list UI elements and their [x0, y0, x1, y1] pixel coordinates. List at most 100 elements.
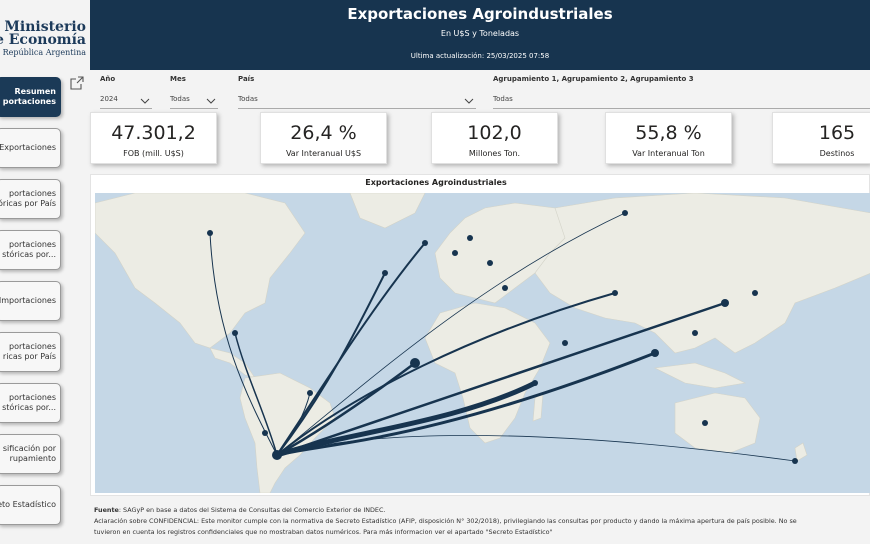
greenland [349, 193, 426, 229]
flow-to-europe-b [276, 242, 426, 456]
flow-to-east-asia [275, 301, 727, 457]
map-title: Exportaciones Agroindustriales [365, 178, 507, 187]
kpi-toneladas-value: 102,0 [467, 122, 522, 144]
destination-point [702, 420, 708, 426]
nav-clasificacion-agrupamiento[interactable]: sificación por rupamiento [0, 434, 61, 474]
kpi-toneladas: 102,0 Millones Ton. [431, 112, 558, 164]
destination-point [651, 349, 659, 357]
destination-point [721, 299, 729, 307]
nav-exportaciones-historicas-pais[interactable]: portaciones tóricas por País [0, 179, 61, 219]
footer-source-label: Fuente [94, 506, 119, 514]
nav-ranking-exportaciones[interactable]: g Exportaciones [0, 128, 61, 168]
page-title: Exportaciones Agroindustriales [347, 5, 613, 23]
nav-secreto-estadistico[interactable]: eto Estadístico [0, 485, 61, 525]
kpi-var-ton: 55,8 % Var Interanual Ton [605, 112, 732, 164]
destination-point [487, 260, 493, 266]
flow-to-oceania [276, 435, 796, 462]
nav-label: g Importaciones [0, 296, 56, 305]
filter-pais-dropdown[interactable]: Todas [238, 95, 476, 109]
logo-line-2: de Economía [0, 32, 86, 48]
destination-point [562, 340, 568, 346]
destination-point [422, 240, 428, 246]
north-america [95, 193, 306, 349]
kpi-var-usd-label: Var Interanual U$S [285, 149, 362, 158]
destination-point [382, 270, 388, 276]
logo-line-3: República Argentina [2, 48, 86, 57]
kpi-destinos: 165 Destinos [772, 112, 870, 164]
kpi-fob-value: 47.301,2 [111, 122, 196, 144]
filter-anio: Año 2024 [100, 75, 152, 109]
nav-label: g Exportaciones [0, 143, 56, 152]
nav-exportaciones-historicas-producto[interactable]: portaciones stóricas por... [0, 230, 61, 270]
flow-to-africa-east [274, 380, 538, 458]
destination-points [207, 210, 798, 464]
nav-importaciones-historicas-producto[interactable]: portaciones stóricas por... [0, 383, 61, 423]
last-update: Ultima actualización: 25/03/2025 07:58 [410, 52, 550, 60]
destination-point [692, 330, 698, 336]
nav-label: Resumen portaciones [2, 87, 56, 106]
nav-importaciones-historicas-pais[interactable]: portaciones ricas por País [0, 332, 61, 372]
nav-ranking-importaciones[interactable]: g Importaciones [0, 281, 61, 321]
nav-label: portaciones stóricas por... [2, 393, 56, 412]
chevron-down-icon [464, 98, 474, 104]
flow-map-card: Exportaciones Agroindustriales [90, 174, 870, 496]
filter-pais-value: Todas [238, 95, 258, 103]
export-flow-map[interactable] [95, 193, 870, 493]
africa [424, 302, 551, 444]
kpi-var-ton-value: 55,8 % [635, 122, 702, 144]
kpi-toneladas-label: Millones Ton. [468, 149, 521, 158]
destination-point [452, 250, 458, 256]
destination-point [612, 290, 618, 296]
kpi-destinos-value: 165 [818, 122, 856, 144]
destination-point [502, 285, 508, 291]
ministry-logo: Ministerio de Economía República Argenti… [0, 16, 90, 66]
filter-agrupamiento-value: Todas [493, 95, 513, 103]
destination-point [262, 430, 268, 436]
chevron-down-icon [206, 98, 216, 104]
flow-to-russia [276, 212, 626, 456]
footer-source: Fuente: SAGyP en base a datos del Sistem… [94, 505, 870, 516]
kpi-destinos-label: Destinos [819, 149, 855, 158]
destination-point [232, 330, 238, 336]
footer-notes: Fuente: SAGyP en base a datos del Sistem… [94, 505, 870, 538]
destination-point [467, 235, 473, 241]
footer-source-text: : SAGyP en base a datos del Sistema de C… [118, 506, 386, 514]
destination-point [410, 358, 420, 368]
filter-mes-value: Todas [170, 95, 190, 103]
new-zealand [794, 442, 808, 462]
filter-agrupamiento: Agrupamiento 1, Agrupamiento 2, Agrupami… [493, 75, 870, 109]
australia [674, 392, 761, 454]
filter-pais-label: País [238, 75, 255, 83]
flow-to-middle-east [276, 292, 616, 456]
kpi-fob-label: FOB (mill. U$S) [123, 149, 184, 158]
flow-to-africa-west [275, 361, 417, 457]
filter-mes-label: Mes [170, 75, 186, 83]
filter-anio-label: Año [100, 75, 116, 83]
filter-pais: País Todas [238, 75, 476, 109]
origin-argentina [272, 450, 282, 460]
landmasses [95, 193, 870, 493]
kpi-var-usd: 26,4 % Var Interanual U$S [260, 112, 387, 164]
expand-icon[interactable] [70, 76, 84, 90]
destination-point [307, 390, 313, 396]
page-subtitle: En U$S y Toneladas [440, 29, 520, 38]
nav-label: portaciones stóricas por... [2, 240, 56, 259]
header-banner: Exportaciones Agroindustriales En U$S y … [90, 0, 870, 70]
logo-line-1: Ministerio [4, 19, 86, 35]
left-navigation: Ministerio de Economía República Argenti… [0, 0, 90, 544]
indonesia [653, 362, 746, 389]
filter-mes-dropdown[interactable]: Todas [170, 95, 218, 109]
nav-label: eto Estadístico [0, 500, 56, 509]
footer-confidential-note-2: tuvieron en cuenta los registros confide… [94, 528, 553, 536]
destination-point [792, 458, 798, 464]
nav-label: portaciones ricas por País [2, 342, 56, 361]
nav-label: sificación por rupamiento [2, 444, 56, 463]
filter-anio-dropdown[interactable]: 2024 [100, 95, 152, 109]
nav-resumen-exportaciones[interactable]: Resumen portaciones [0, 77, 61, 117]
flow-to-brazil [276, 392, 311, 456]
filter-agrupamiento-label: Agrupamiento 1, Agrupamiento 2, Agrupami… [493, 75, 694, 83]
filter-agrupamiento-dropdown[interactable]: Todas [493, 95, 870, 109]
filter-mes: Mes Todas [170, 75, 218, 109]
destination-point [532, 380, 538, 386]
